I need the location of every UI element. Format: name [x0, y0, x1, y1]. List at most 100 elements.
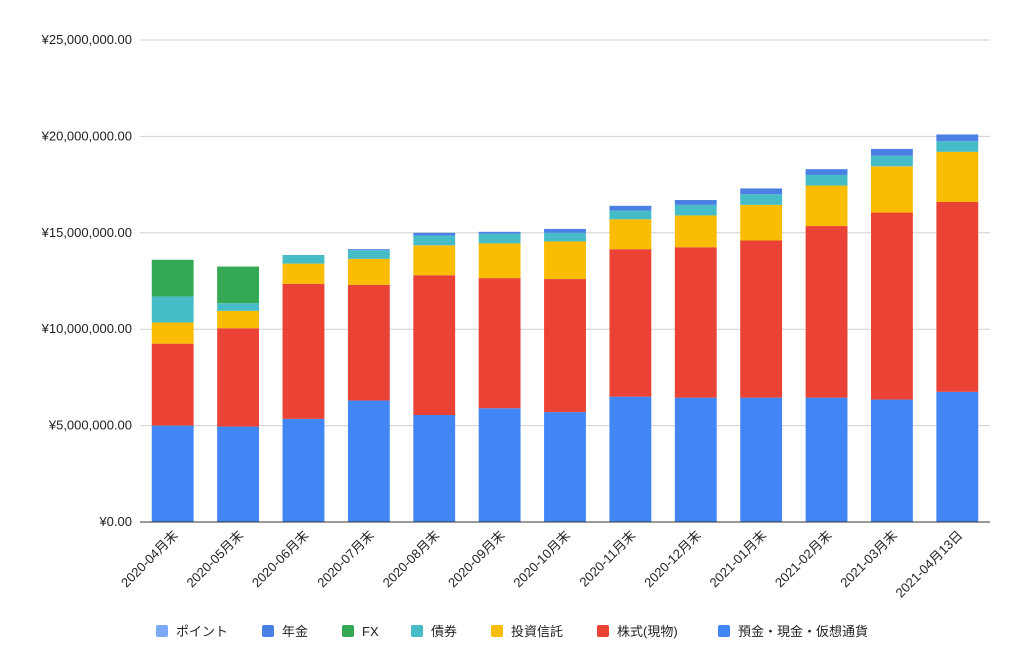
bar-segment [674, 247, 717, 398]
bar-segment [871, 148, 913, 156]
legend-item: 年金 [262, 624, 308, 639]
legend-label: 株式(現物) [617, 624, 678, 639]
bars [151, 134, 979, 522]
x-tick-label: 2020-09月末 [445, 528, 508, 591]
bar-segment [936, 141, 979, 152]
bar-segment [478, 233, 521, 244]
bar-segment [151, 259, 194, 297]
bar-segment [347, 258, 390, 285]
legend-item: 債券 [411, 624, 457, 639]
bar-segment [871, 212, 913, 400]
bar-segment [544, 412, 586, 522]
bar-segment [674, 397, 717, 522]
x-tick-label: 2021-03月末 [837, 528, 900, 591]
legend-swatch [491, 625, 503, 637]
bar-segment [217, 328, 259, 427]
x-tick-label: 2020-08月末 [380, 528, 443, 591]
bar-segment [347, 284, 390, 401]
legend-label: 債券 [431, 624, 457, 639]
legend: ポイント 年金 FX 債券 投資信託 株式(現物) 預金・現金・仮想通貨 [156, 624, 868, 639]
bar-segment [282, 254, 325, 264]
bar-segment [282, 263, 325, 284]
x-tick-label: 2020-07月末 [314, 528, 377, 591]
y-tick-label: ¥5,000,000.00 [48, 418, 132, 433]
bar-segment [151, 425, 194, 522]
legend-swatch [411, 625, 423, 637]
bar-segment [805, 226, 848, 398]
legend-item: 預金・現金・仮想通貨 [718, 624, 868, 639]
bar-segment [413, 275, 456, 415]
bar-segment [151, 322, 194, 344]
x-axis-tick-labels: 2020-04月末 2020-05月末 2020-06月末 2020-07月末 2020… [118, 528, 965, 601]
legend-item: 株式(現物) [597, 624, 678, 639]
y-tick-label: ¥15,000,000.00 [41, 225, 132, 240]
y-tick-label: ¥25,000,000.00 [41, 32, 132, 47]
bar-segment [740, 204, 783, 241]
bar-segment [740, 194, 783, 205]
x-tick-label: 2020-11月末 [576, 528, 638, 590]
x-tick-label: 2020-10月末 [510, 528, 573, 591]
bar-segment [478, 243, 521, 279]
bar-segment [674, 215, 717, 248]
x-tick-label: 2020-05月末 [183, 528, 246, 591]
legend-label: 年金 [282, 624, 308, 639]
bar-segment [674, 204, 717, 216]
bar-segment [805, 169, 848, 175]
legend-swatch [597, 625, 609, 637]
bar-segment [478, 278, 521, 409]
legend-label: 預金・現金・仮想通貨 [738, 624, 868, 639]
bar-segment [609, 219, 652, 250]
bar-segment [936, 201, 979, 392]
bar-segment [871, 155, 913, 167]
bar-segment [544, 241, 586, 280]
bar-segment [740, 397, 783, 522]
bar-segment [478, 231, 521, 234]
bar-segment [805, 185, 848, 227]
y-axis-tick-labels: ¥0.00 ¥5,000,000.00 ¥10,000,000.00 ¥15,000,… [41, 32, 132, 529]
legend-item: 投資信託 [491, 624, 563, 639]
legend-swatch [262, 625, 274, 637]
bar-segment [740, 240, 783, 398]
bar-segment [936, 391, 979, 522]
x-tick-label: 2021-04月13日 [892, 528, 965, 601]
x-tick-label: 2021-02月末 [772, 528, 835, 591]
bar-segment [805, 174, 848, 186]
bar-segment [413, 235, 456, 246]
legend-label: FX [362, 624, 379, 639]
bar-segment [544, 228, 586, 233]
bar-segment [282, 418, 325, 522]
x-tick-label: 2020-04月末 [118, 528, 181, 591]
bar-segment [871, 166, 913, 213]
y-tick-label: ¥20,000,000.00 [41, 128, 132, 143]
bar-segment [871, 399, 913, 522]
bar-segment [674, 200, 717, 205]
legend-swatch [342, 625, 354, 637]
bar-segment [347, 250, 390, 259]
bar-segment [544, 232, 586, 242]
bar-segment [413, 232, 456, 236]
legend-label: 投資信託 [511, 624, 563, 639]
bar-segment [805, 397, 848, 522]
x-tick-label: 2021-01月末 [707, 528, 770, 591]
legend-swatch [156, 625, 168, 637]
bar-segment [217, 426, 259, 522]
bar-segment [936, 151, 979, 202]
y-tick-label: ¥0.00 [98, 514, 132, 529]
legend-item: ポイント [156, 624, 228, 639]
bar-segment [151, 296, 194, 323]
bar-segment [347, 400, 390, 522]
bar-segment [347, 249, 390, 251]
y-tick-label: ¥10,000,000.00 [41, 321, 132, 336]
bar-segment [282, 283, 325, 419]
bar-segment [151, 343, 194, 426]
bar-segment [740, 188, 783, 195]
bar-segment [609, 396, 652, 522]
x-tick-label: 2020-12月末 [641, 528, 704, 591]
legend-label: ポイント [176, 624, 228, 639]
legend-swatch [718, 625, 730, 637]
bar-segment [609, 249, 652, 397]
x-tick-label: 2020-06月末 [249, 528, 312, 591]
bar-segment [478, 408, 521, 522]
